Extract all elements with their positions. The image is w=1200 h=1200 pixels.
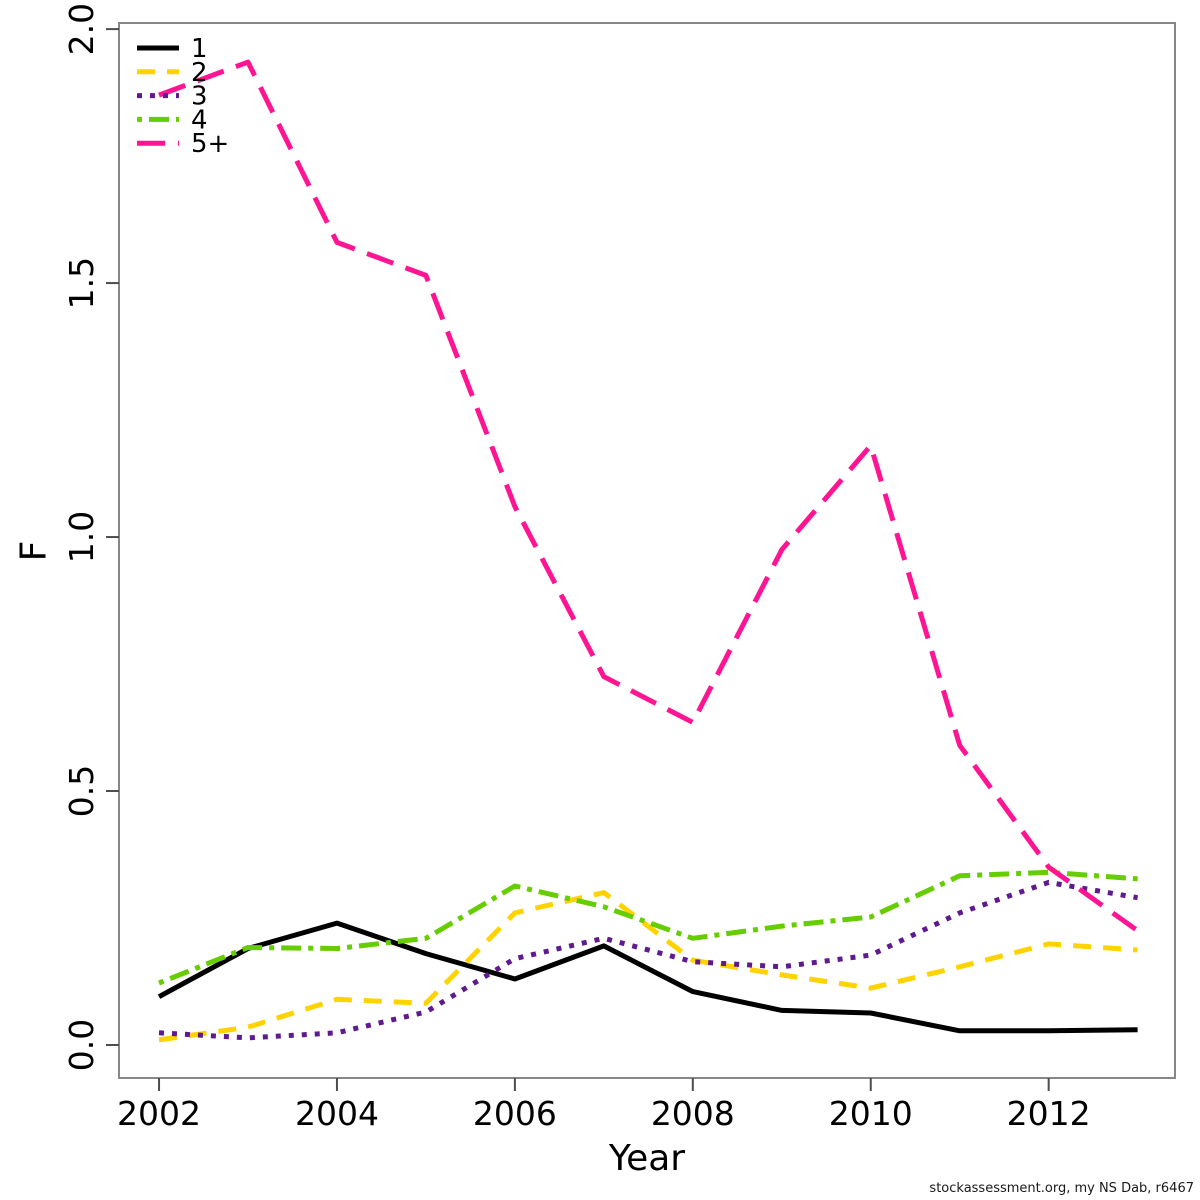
legend-label-3: 3	[191, 82, 208, 112]
x-tick-label: 2012	[1007, 1094, 1091, 1133]
x-tick-label: 2006	[473, 1094, 557, 1133]
x-tick-label: 2010	[829, 1094, 913, 1133]
x-tick-label: 2002	[117, 1094, 201, 1133]
plot-box	[118, 22, 1176, 1079]
y-tick-label: 0.5	[62, 765, 101, 817]
y-tick-label: 1.5	[62, 257, 101, 309]
y-tick-label: 0.0	[62, 1019, 101, 1071]
series-line-5+	[158, 59, 1140, 933]
y-tick-label: 1.0	[62, 511, 101, 563]
legend-label-1: 1	[191, 34, 208, 64]
footer-credit: stockassessment.org, my NS Dab, r6467	[929, 1181, 1194, 1196]
x-tick-label: 2004	[295, 1094, 379, 1133]
legend-label-5+: 5+	[191, 129, 229, 159]
series-line-1	[157, 920, 1138, 1034]
x-tick-label: 2008	[651, 1094, 735, 1133]
series-line-4	[158, 869, 1138, 986]
legend-label-4: 4	[191, 105, 208, 135]
y-tick-label: 2.0	[62, 3, 101, 55]
x-axis-title: Year	[608, 1138, 686, 1179]
y-axis-title: F	[13, 540, 55, 562]
series-line-3	[158, 879, 1139, 1041]
series-line-2	[158, 890, 1138, 1043]
legend-label-2: 2	[191, 58, 208, 88]
